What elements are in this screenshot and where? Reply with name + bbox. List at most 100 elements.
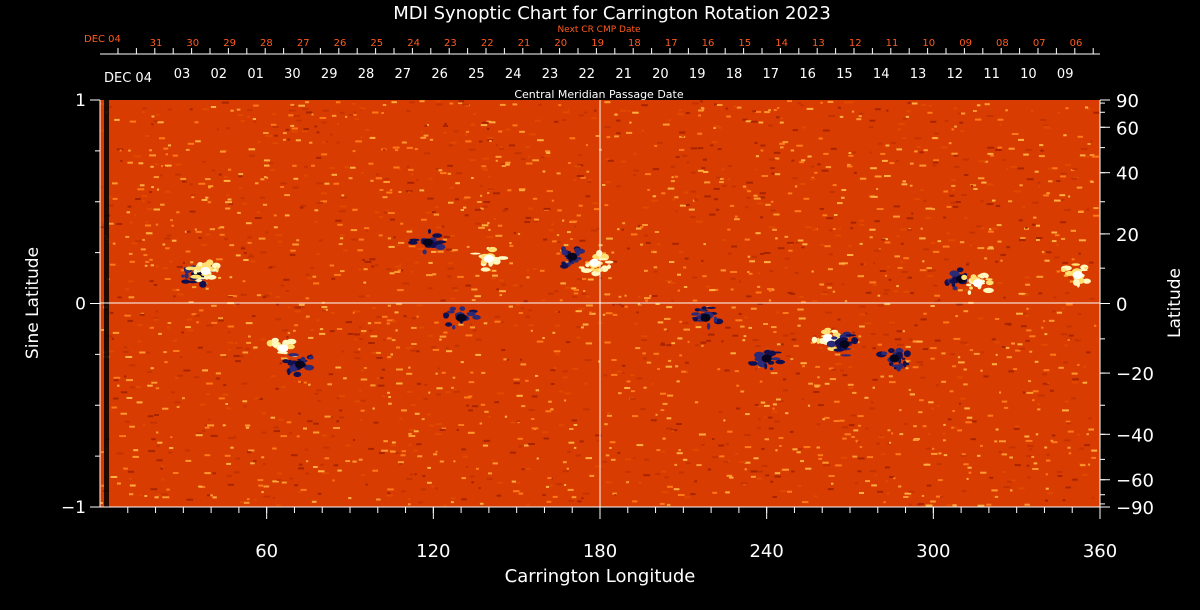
red-axis-title: Next CR CMP Date	[557, 25, 641, 35]
right-axis-tick-label: −20	[1116, 364, 1154, 385]
red-axis-date-label: 06	[1070, 38, 1083, 49]
white-axis-date-label: 21	[615, 67, 632, 82]
white-axis-date-label: 09	[1057, 67, 1074, 82]
bottom-axis-tick-label: 60	[255, 541, 278, 562]
red-axis-date-label: 10	[922, 38, 935, 49]
white-axis-date-label: 25	[468, 67, 485, 82]
negative-polarity-region	[560, 246, 585, 269]
white-axis-date-label: 23	[542, 67, 559, 82]
red-axis-date-label: 16	[702, 38, 715, 49]
region-core	[700, 313, 711, 322]
active-regions	[181, 228, 1091, 378]
red-axis-date-label: 14	[775, 38, 788, 49]
negative-polarity-region	[282, 353, 315, 378]
right-axis-tick-label: 60	[1116, 118, 1139, 139]
left-axis-label: Sine Latitude	[23, 247, 43, 359]
red-axis-date-label: 31	[150, 38, 163, 49]
bottom-axis-tick-label: 240	[749, 541, 783, 562]
white-axis-date-label: 02	[211, 67, 228, 82]
white-axis-date-label: 17	[763, 67, 780, 82]
white-axis-date-label: 27	[395, 67, 412, 82]
white-axis-date-label: 01	[247, 67, 264, 82]
white-axis-labels: 03 02 01 30 29 28 27 26 25 24 23 22 21 20 19 18 17 16 15 14…	[174, 67, 1074, 82]
red-axis-date-label: 19	[591, 38, 604, 49]
region-core	[200, 266, 211, 275]
red-axis-date-label: 12	[849, 38, 862, 49]
white-axis-date-label: 30	[284, 67, 301, 82]
red-axis-date-label: 11	[886, 38, 899, 49]
region-core	[278, 344, 289, 353]
red-axis-date-label: 24	[407, 38, 420, 49]
x-axis-label: Carrington Longitude	[505, 566, 696, 587]
white-axis-date-label: 22	[579, 67, 596, 82]
white-axis-date-label: 20	[652, 67, 669, 82]
red-axis-date-label: 23	[444, 38, 457, 49]
red-axis-date-label: 29	[223, 38, 236, 49]
region-core	[422, 238, 433, 247]
bottom-axis-tick-label: 360	[1083, 541, 1117, 562]
red-axis-date-label: 15	[738, 38, 751, 49]
white-axis-date-label: 29	[321, 67, 338, 82]
positive-polarity-region	[185, 259, 221, 282]
right-axis-tick-label: 0	[1116, 295, 1127, 316]
red-axis-date-label: 09	[959, 38, 972, 49]
region-core	[761, 354, 772, 363]
red-axis-date-label: 28	[260, 38, 273, 49]
white-axis-date-label: 18	[726, 67, 743, 82]
region-core	[972, 279, 983, 288]
right-axis-tick-label: 40	[1116, 164, 1139, 185]
red-axis-date-label: 13	[812, 38, 825, 49]
negative-polarity-region	[826, 331, 859, 357]
red-axis-date-label: 21	[518, 38, 531, 49]
red-axis-date-label: 18	[628, 38, 641, 49]
white-axis-date-label: 13	[910, 67, 927, 82]
red-axis-date-label: 20	[554, 38, 567, 49]
chart-title: MDI Synoptic Chart for Carrington Rotati…	[393, 3, 831, 24]
bottom-axis-tick-label: 120	[416, 541, 450, 562]
left-axis-tick-label: −1	[61, 498, 86, 518]
red-axis-labels: 31 30 29 28 27 26 25 24 23 22 21 20 19 18 17 16 15 14 13 12…	[150, 38, 1083, 49]
left-axis-tick-label: 0	[75, 295, 86, 315]
bottom-axis-tick-label: 180	[583, 541, 617, 562]
region-core	[567, 252, 578, 261]
positive-polarity-region	[266, 337, 298, 358]
red-axis-date-label: 22	[481, 38, 494, 49]
field-noise	[100, 100, 1100, 507]
region-core	[589, 258, 600, 267]
region-core	[1072, 271, 1083, 280]
region-core	[456, 313, 467, 322]
red-axis-start-label: DEC 04	[84, 34, 121, 45]
negative-polarity-region	[747, 349, 785, 371]
white-axis-date-label: 19	[689, 67, 706, 82]
red-axis-date-label: 17	[665, 38, 678, 49]
right-axis-tick-label: 20	[1116, 225, 1139, 246]
red-axis-date-label: 30	[186, 38, 199, 49]
white-axis-date-label: 03	[174, 67, 191, 82]
region-core	[889, 354, 900, 363]
red-axis-date-label: 08	[996, 38, 1009, 49]
white-axis-date-label: 26	[431, 67, 448, 82]
negative-polarity-region	[408, 228, 447, 255]
red-axis-date-label: 25	[370, 38, 383, 49]
region-core	[822, 334, 833, 343]
white-axis-start-label: DEC 04	[104, 71, 152, 86]
white-axis-date-label: 10	[1020, 67, 1037, 82]
left-axis-tick-label: 1	[75, 91, 86, 111]
right-axis-label: Latitude	[1165, 268, 1185, 338]
region-core	[483, 254, 494, 263]
region-core	[295, 360, 305, 369]
white-axis-date-label: 14	[873, 67, 890, 82]
positive-polarity-region	[961, 272, 994, 295]
white-axis-date-label: 16	[799, 67, 816, 82]
negative-polarity-region	[876, 347, 911, 372]
negative-polarity-region	[691, 306, 724, 330]
red-axis-date-label: 26	[334, 38, 347, 49]
right-axis-tick-label: −60	[1116, 471, 1154, 492]
positive-polarity-region	[470, 246, 509, 272]
white-axis-date-label: 15	[836, 67, 853, 82]
white-axis-date-label: 24	[505, 67, 522, 82]
negative-polarity-region	[443, 306, 481, 330]
red-axis-ticks	[117, 48, 1094, 54]
red-axis-date-label: 27	[297, 38, 310, 49]
